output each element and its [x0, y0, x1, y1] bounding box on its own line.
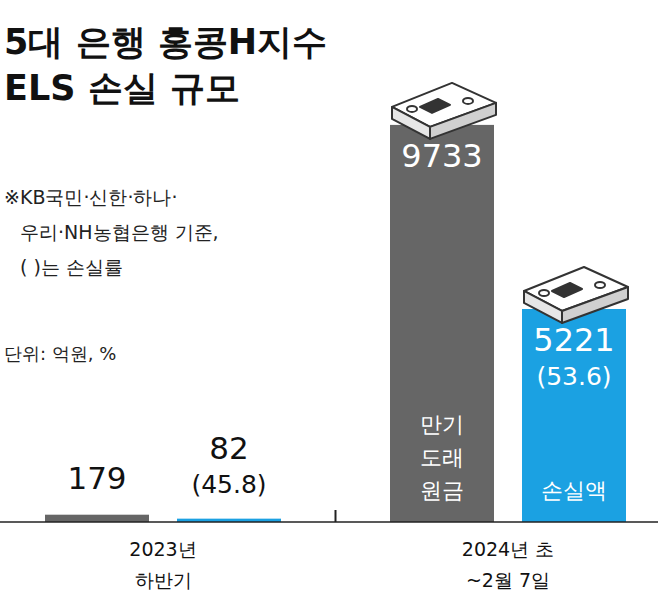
data-label: 179: [67, 460, 126, 496]
note: ※KB국민·신한·하나· 우리·NH농협은행 기준, ( )는 손실률: [4, 186, 219, 278]
title-line: 5대 은행 홍콩H지수: [4, 22, 327, 62]
series-name: 손실액: [541, 478, 607, 503]
title-line: ELS 손실 규모: [4, 68, 240, 108]
icon-dot: [407, 106, 417, 112]
category-label: 2023년하반기: [129, 538, 196, 591]
icon-dot: [595, 282, 605, 288]
icon-band: [420, 99, 450, 113]
series-name: 만기도래원금: [420, 412, 464, 503]
series-name-line: 도래: [420, 445, 464, 470]
category-label-line: 하반기: [135, 569, 192, 591]
bar: [522, 309, 626, 522]
data-label: 5221: [533, 321, 614, 359]
icon-dot: [539, 290, 549, 296]
category-label-line: ~2월 7일: [466, 569, 550, 591]
rate-label: (53.6): [536, 362, 611, 391]
icon-band: [552, 283, 582, 297]
bars: [45, 125, 626, 522]
data-label: 82: [209, 430, 248, 466]
category-label-line: 2023년: [129, 538, 196, 560]
unit: 단위: 억원, %: [4, 343, 116, 364]
note-line: ※KB국민·신한·하나·: [4, 186, 178, 208]
series-name-line: 원금: [420, 478, 464, 503]
chart-root: 5대 은행 홍콩H지수 ELS 손실 규모 ※KB국민·신한·하나· 우리·NH농협은…: [0, 0, 658, 605]
baseline: [0, 521, 658, 523]
money-icon: [524, 267, 628, 323]
series-name-line: 손실액: [541, 478, 607, 503]
rate-label: (45.8): [191, 470, 266, 499]
data-label: 9733: [401, 137, 482, 175]
icon-side: [392, 107, 430, 139]
bar: [45, 515, 149, 522]
money-icon: [392, 83, 496, 139]
labels: 179 (45.8) 82 9733 5221 (53.6): [67, 137, 614, 499]
separator: [335, 510, 337, 522]
series-name-line: 만기: [420, 412, 464, 437]
bar: [390, 125, 494, 522]
title: 5대 은행 홍콩H지수 ELS 손실 규모: [4, 22, 327, 108]
category-label-line: 2024년 초: [462, 538, 554, 560]
note-line: ( )는 손실률: [20, 256, 123, 278]
category-label: 2024년 초 ~2월 7일: [462, 538, 554, 591]
icon-side: [524, 291, 562, 323]
icon-dot: [463, 98, 473, 104]
note-line: 우리·NH농협은행 기준,: [20, 221, 219, 243]
decorations: [392, 83, 628, 323]
